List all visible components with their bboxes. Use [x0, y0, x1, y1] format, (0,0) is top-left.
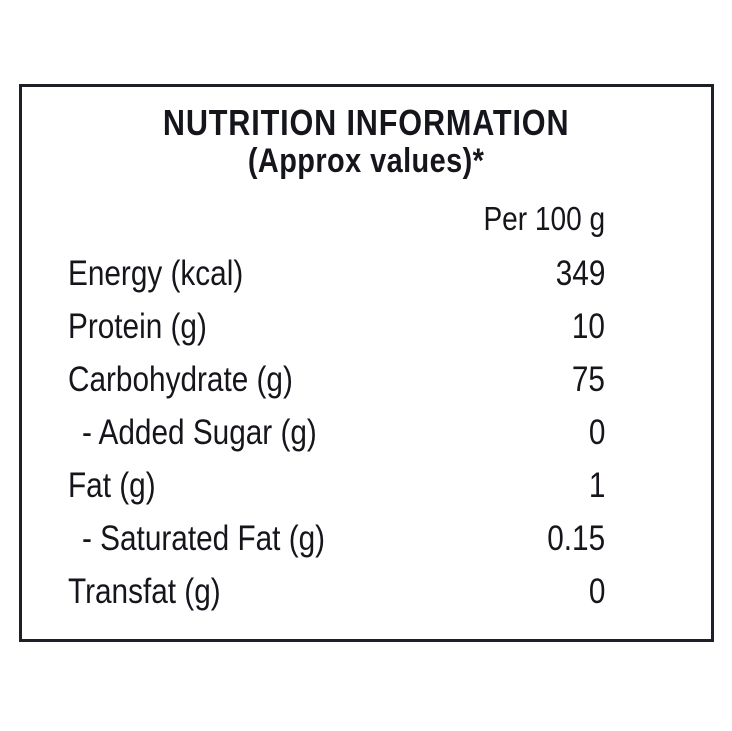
nutrient-value: 10	[571, 307, 605, 346]
nutrient-name: Fat (g)	[68, 466, 156, 505]
nutrition-label-box: NUTRITION INFORMATION (Approx values)* P…	[19, 84, 714, 642]
table-row-protein: Protein (g) 10	[22, 300, 711, 353]
table-row-carbohydrate: Carbohydrate (g) 75	[22, 353, 711, 406]
table-row-fat: Fat (g) 1	[22, 459, 711, 512]
label-title: NUTRITION INFORMATION (Approx values)*	[22, 102, 711, 180]
nutrient-value: 0	[588, 413, 605, 452]
per-100g-header: Per 100 g	[483, 200, 605, 237]
column-header-row: Per 100 g	[22, 201, 711, 237]
table-row-saturated-fat: - Saturated Fat (g) 0.15	[22, 512, 711, 565]
table-row-added-sugar: - Added Sugar (g) 0	[22, 406, 711, 459]
table-row-transfat: Transfat (g) 0	[22, 565, 711, 618]
nutrient-name: - Saturated Fat (g)	[82, 519, 326, 558]
title-line-1: NUTRITION INFORMATION	[163, 102, 570, 143]
nutrient-name: Carbohydrate (g)	[68, 360, 293, 399]
nutrient-value: 0.15	[547, 519, 605, 558]
nutrient-name: - Added Sugar (g)	[82, 413, 317, 452]
nutrient-table: Energy (kcal) 349 Protein (g) 10 Carbohy…	[22, 247, 711, 618]
nutrient-value: 75	[571, 360, 605, 399]
nutrient-value: 349	[555, 254, 605, 293]
title-line-2: (Approx values)*	[248, 142, 485, 180]
nutrient-value: 0	[588, 572, 605, 611]
nutrient-name: Protein (g)	[68, 307, 207, 346]
nutrient-name: Transfat (g)	[68, 572, 221, 611]
nutrient-name: Energy (kcal)	[68, 254, 244, 293]
nutrient-value: 1	[588, 466, 605, 505]
table-row-energy: Energy (kcal) 349	[22, 247, 711, 300]
